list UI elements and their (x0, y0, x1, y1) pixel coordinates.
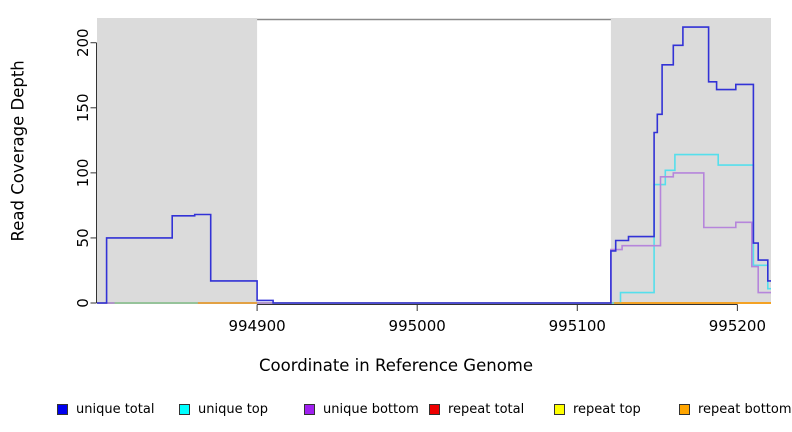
y-tick-label: 0 (74, 298, 92, 308)
legend-item-unique-bottom: unique bottom (304, 399, 419, 419)
repeat-total-swatch-icon (429, 403, 440, 415)
x-tick-label: 994900 (228, 317, 285, 335)
x-tick-label: 995100 (549, 317, 606, 335)
legend-label: unique top (198, 401, 269, 417)
y-tick-label: 200 (74, 28, 92, 57)
series-line-unique-bottom (97, 172, 771, 304)
legend-label: unique total (76, 401, 155, 417)
legend-item-unique-top: unique top (179, 399, 268, 419)
series-line-unique-total (97, 26, 771, 304)
unique-total-swatch-icon (57, 403, 68, 415)
unique-top-swatch-icon (179, 403, 190, 415)
legend-item-repeat-total: repeat total (429, 399, 524, 419)
x-tick-label: 995200 (709, 317, 766, 335)
legend-label: repeat bottom (698, 401, 792, 417)
legend-label: repeat top (573, 401, 641, 417)
y-tick-label: 50 (74, 228, 92, 247)
unique-bottom-swatch-icon (304, 403, 315, 415)
x-axis-title: Coordinate in Reference Genome (258, 356, 534, 375)
legend-label: repeat total (448, 401, 525, 417)
legend-item-repeat-top: repeat top (554, 399, 641, 419)
legend-item-unique-total: unique total (57, 399, 154, 419)
series-line-unique-top (97, 153, 771, 304)
repeat-top-swatch-icon (554, 403, 565, 415)
legend-item-repeat-bottom: repeat bottom (679, 399, 792, 419)
y-tick-label: 100 (74, 159, 92, 188)
y-tick-label: 150 (74, 93, 92, 122)
repeat-bottom-swatch-icon (679, 403, 690, 415)
x-tick-label: 995000 (389, 317, 446, 335)
legend-label: unique bottom (323, 401, 419, 417)
left-repeat-region (97, 18, 258, 304)
legend: unique total unique top unique bottom re… (0, 399, 792, 421)
y-axis-title: Read Coverage Depth (8, 60, 28, 242)
right-repeat-region (610, 18, 771, 304)
